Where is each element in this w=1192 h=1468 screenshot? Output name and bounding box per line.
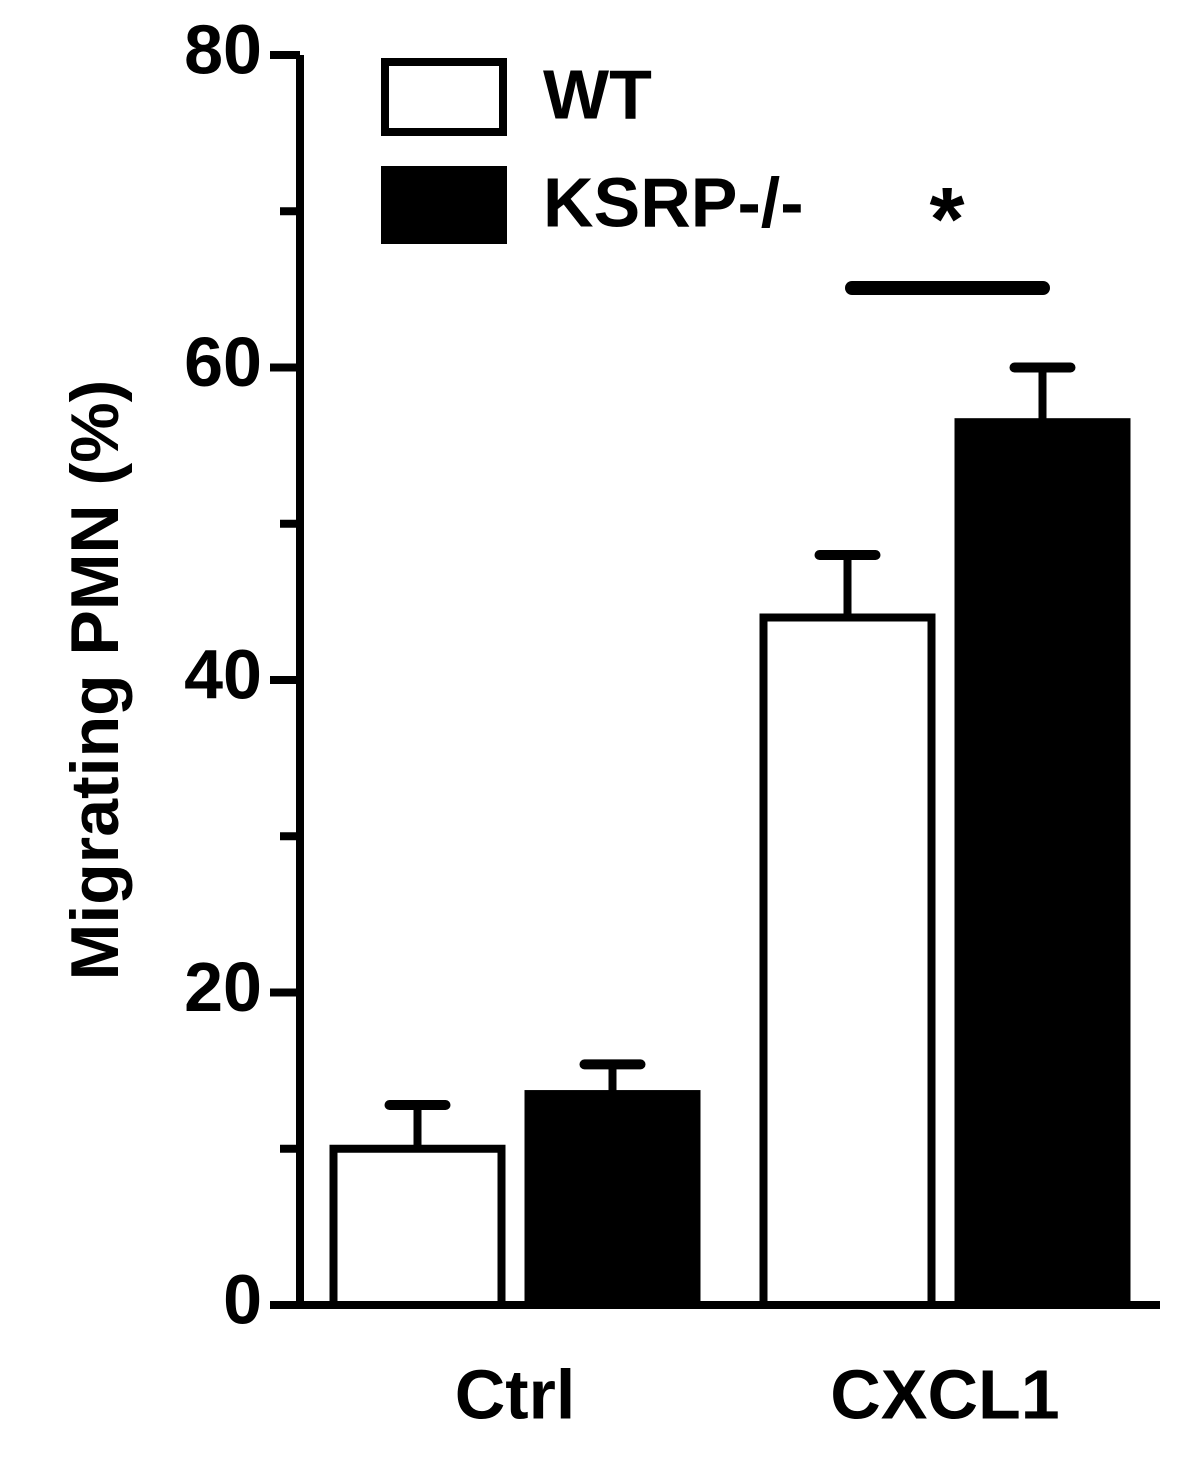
legend-label: KSRP-/- [543, 163, 804, 241]
bar [524, 1090, 701, 1309]
bar [954, 418, 1131, 1309]
bar [329, 1144, 506, 1309]
y-axis-label: Migrating PMN (%) [57, 380, 133, 981]
bar [759, 613, 936, 1309]
legend-swatch [381, 58, 507, 136]
legend-swatch [381, 166, 507, 244]
significance-star: * [929, 170, 964, 270]
y-tick-label: 20 [184, 948, 262, 1026]
x-tick-label: CXCL1 [830, 1355, 1059, 1433]
y-tick-label: 80 [184, 10, 262, 88]
legend-label: WT [543, 55, 652, 133]
y-tick-label: 0 [223, 1260, 262, 1338]
x-tick-label: Ctrl [455, 1355, 576, 1433]
y-tick-label: 60 [184, 323, 262, 401]
y-tick-label: 40 [184, 635, 262, 713]
